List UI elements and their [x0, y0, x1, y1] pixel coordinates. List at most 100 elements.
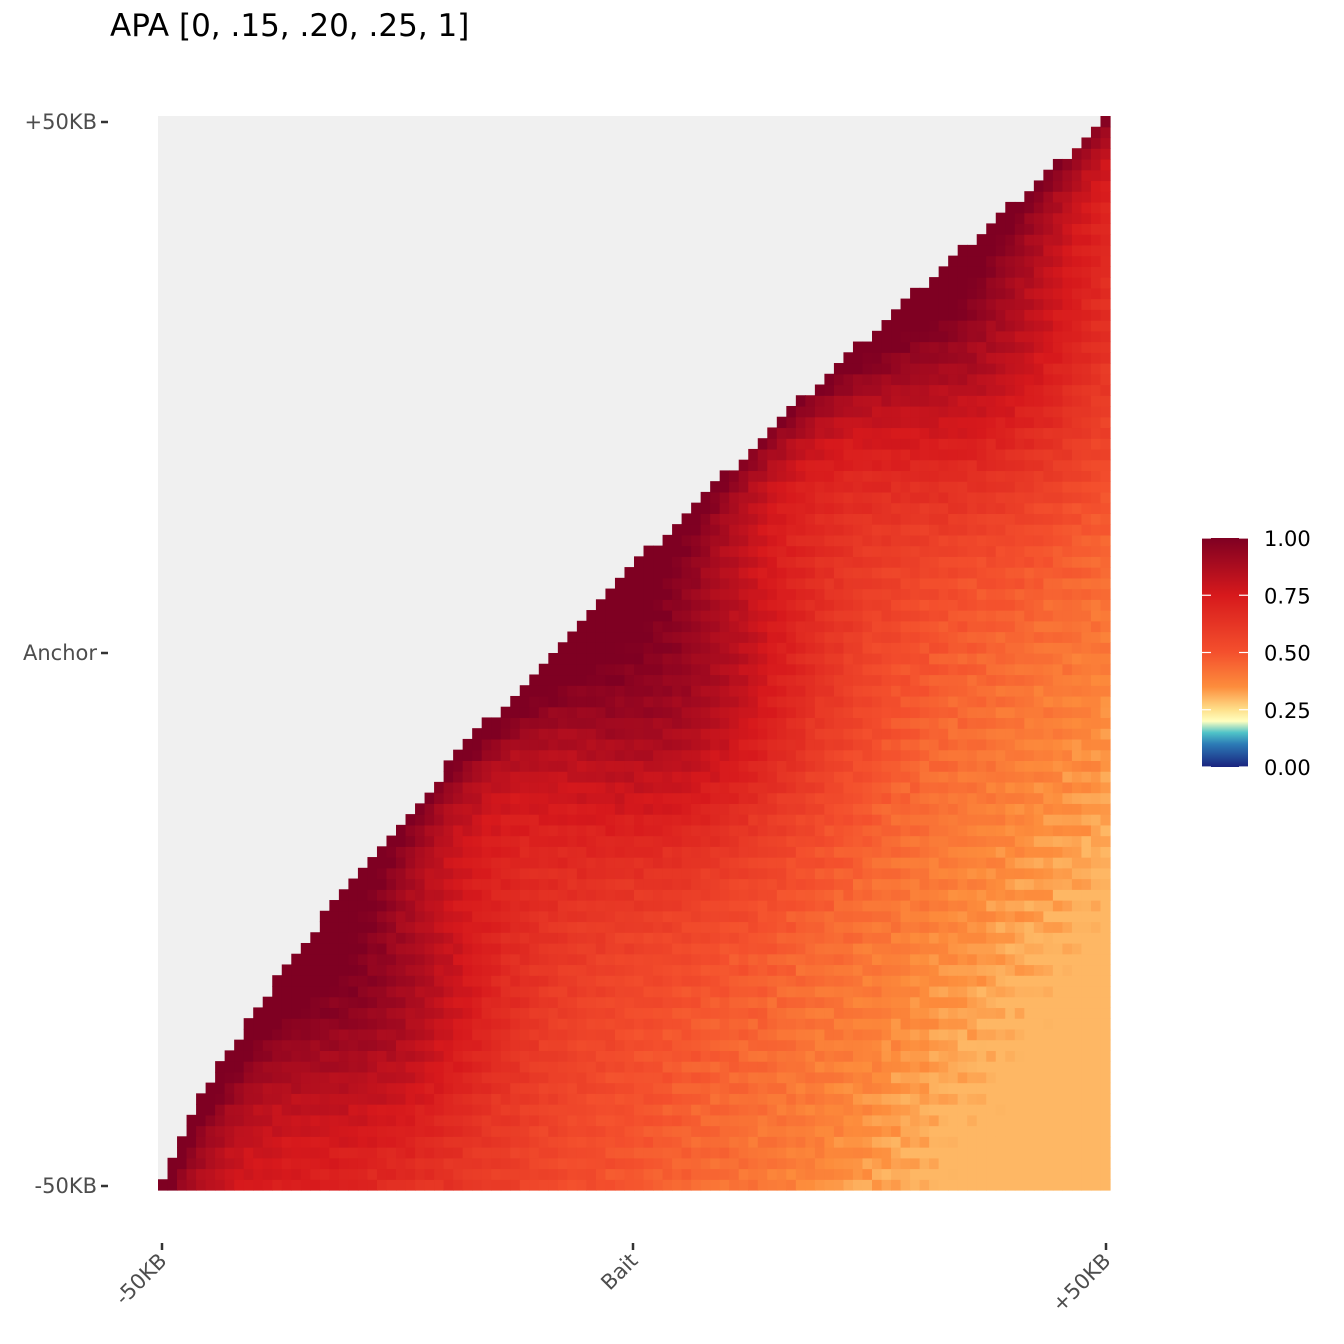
heatmap-cell [386, 857, 397, 869]
heatmap-cell [967, 749, 978, 761]
heatmap-cell [795, 1147, 806, 1159]
heatmap-cell [891, 599, 902, 611]
heatmap-cell [672, 545, 683, 557]
heatmap-cell [795, 921, 806, 933]
heatmap-cell [900, 695, 911, 708]
heatmap-cell [662, 728, 673, 740]
heatmap-cell [1024, 781, 1035, 794]
heatmap-cell [824, 1050, 835, 1062]
heatmap-cell [786, 674, 797, 686]
heatmap-cell [595, 620, 607, 633]
heatmap-cell [967, 1018, 978, 1030]
heatmap-cell [462, 1061, 473, 1073]
heatmap-cell [776, 1039, 787, 1051]
heatmap-cell [891, 878, 902, 890]
heatmap-cell [881, 1007, 892, 1019]
heatmap-cell [624, 1028, 635, 1041]
heatmap-cell [557, 932, 568, 944]
heatmap-cell [186, 1147, 197, 1159]
heatmap-cell [862, 1039, 873, 1051]
heatmap-cell [710, 932, 721, 944]
chart-title: APA [0, .15, .20, .25, 1] [110, 8, 470, 44]
heatmap-cell [986, 287, 997, 300]
heatmap-cell [948, 835, 959, 847]
heatmap-cell [672, 1061, 683, 1073]
heatmap-cell [272, 1039, 283, 1051]
heatmap-cell [910, 910, 921, 923]
heatmap-cell [462, 824, 473, 837]
heatmap-cell [586, 1157, 597, 1170]
heatmap-cell [510, 706, 521, 719]
heatmap-cell [624, 964, 635, 976]
heatmap-cell [691, 771, 702, 783]
heatmap-cell [605, 1179, 616, 1191]
heatmap-cell [814, 513, 825, 525]
heatmap-cell [929, 964, 940, 976]
heatmap-cell [938, 556, 949, 568]
heatmap-cell [605, 975, 616, 987]
heatmap-cell [833, 653, 845, 665]
heatmap-cell [605, 781, 616, 794]
heatmap-cell [948, 491, 959, 504]
heatmap-cell [862, 1071, 873, 1084]
heatmap-cell [910, 470, 921, 482]
heatmap-cell [986, 921, 997, 933]
heatmap-cell [852, 577, 864, 590]
heatmap-cell [919, 309, 930, 321]
heatmap-cell [348, 889, 359, 901]
heatmap-cell [919, 513, 930, 525]
heatmap-cell [957, 427, 968, 439]
heatmap-cell [910, 459, 921, 472]
heatmap-cell [843, 878, 854, 890]
heatmap-cell [1033, 964, 1044, 976]
heatmap-cell [976, 1147, 987, 1159]
heatmap-cell [881, 824, 892, 837]
heatmap-cell [862, 470, 873, 482]
heatmap-cell [453, 1104, 464, 1116]
heatmap-cell [872, 363, 883, 375]
heatmap-cell [462, 932, 473, 944]
heatmap-cell [881, 1071, 892, 1084]
heatmap-cell [262, 1114, 273, 1127]
heatmap-cell [843, 513, 854, 525]
heatmap-cell [1024, 234, 1035, 246]
heatmap-cell [719, 491, 730, 504]
heatmap-cell [710, 513, 721, 525]
heatmap-cell [852, 1039, 864, 1051]
heatmap-cell [986, 1104, 997, 1116]
heatmap-cell [700, 985, 711, 998]
heatmap-cell [462, 889, 473, 901]
heatmap-cell [748, 599, 759, 611]
heatmap-cell [567, 1028, 578, 1041]
heatmap-cell [786, 1093, 797, 1105]
heatmap-cell [938, 996, 949, 1009]
heatmap-cell [605, 889, 616, 901]
heatmap-cell [519, 1157, 530, 1170]
heatmap-cell [881, 953, 892, 966]
heatmap-cell [1033, 459, 1044, 472]
heatmap-cell [634, 1157, 645, 1170]
heatmap-cell [976, 953, 987, 966]
heatmap-cell [957, 857, 968, 869]
heatmap-cell [300, 1168, 311, 1180]
heatmap-cell [843, 964, 854, 976]
heatmap-cell [862, 857, 873, 869]
heatmap-cell [824, 717, 835, 729]
heatmap-cell [453, 985, 464, 998]
heatmap-cell [567, 910, 578, 923]
heatmap-cell [833, 835, 845, 847]
heatmap-cell [910, 932, 921, 944]
heatmap-cell [1014, 1157, 1025, 1170]
heatmap-cell [500, 1007, 511, 1019]
heatmap-cell [929, 910, 940, 923]
heatmap-cell [548, 1147, 559, 1159]
heatmap-cell [976, 1071, 987, 1084]
heatmap-cell [1014, 363, 1025, 375]
heatmap-cell [900, 889, 911, 901]
heatmap-cell [424, 857, 435, 869]
heatmap-cell [976, 846, 987, 858]
heatmap-cell [281, 996, 292, 1009]
heatmap-cell [767, 1125, 778, 1137]
heatmap-cell [757, 1018, 768, 1030]
heatmap-cell [691, 1061, 702, 1073]
